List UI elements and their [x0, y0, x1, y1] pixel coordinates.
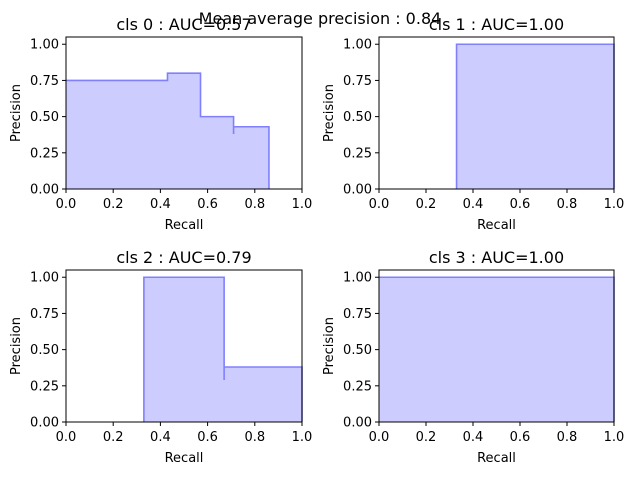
y-tick-label: 0.25	[30, 146, 59, 161]
y-tick-label: 0.75	[343, 307, 372, 322]
y-tick-label: 1.00	[30, 271, 59, 286]
x-tick-label: 1.0	[292, 430, 313, 445]
x-tick-label: 0.6	[197, 430, 218, 445]
chart-panel-3: 0.0 0.2 0.4 0.6 0.8 1.0 0.00 0.25 0.50 0.75 1.00 Re…	[322, 248, 624, 466]
y-axis-label: Precision	[322, 84, 337, 142]
y-axis-label: Precision	[322, 317, 337, 375]
x-tick-label: 0.8	[244, 197, 265, 212]
pr-area-fill	[456, 44, 614, 189]
y-tick-label: 0.75	[343, 74, 372, 89]
x-axis-label: Recall	[477, 218, 516, 233]
y-tick-label: 0.50	[343, 110, 372, 125]
x-tick-label: 0.2	[416, 430, 437, 445]
y-tick-label: 0.25	[343, 379, 372, 394]
y-tick-label: 0.50	[30, 343, 59, 358]
x-tick-label: 0.2	[103, 197, 124, 212]
pr-area-fill	[66, 73, 269, 189]
pr-area-fill	[379, 277, 614, 422]
axes-frame	[65, 36, 303, 190]
x-axis-label: Recall	[165, 218, 204, 233]
x-tick-label: 0.0	[56, 197, 77, 212]
x-tick-label: 0.4	[150, 197, 171, 212]
y-tick-label: 0.25	[343, 146, 372, 161]
x-tick-label: 1.0	[292, 197, 313, 212]
x-tick-label: 0.2	[416, 197, 437, 212]
y-tick-label: 0.00	[343, 183, 372, 198]
x-tick-label: 1.0	[604, 197, 625, 212]
x-tick-label: 0.2	[103, 430, 124, 445]
x-tick-label: 0.4	[463, 197, 484, 212]
y-tick-label: 0.00	[30, 183, 59, 198]
y-tick-label: 0.50	[30, 110, 59, 125]
x-tick-label: 0.8	[557, 197, 578, 212]
y-tick-label: 0.00	[343, 416, 372, 431]
y-tick-label: 0.75	[30, 74, 59, 89]
x-tick-label: 0.8	[244, 430, 265, 445]
x-axis-label: Recall	[477, 451, 516, 466]
chart-panel-1: 0.0 0.2 0.4 0.6 0.8 1.0 0.00 0.25 0.50 0.75 1.00 Re…	[322, 15, 624, 233]
x-tick-label: 0.0	[56, 430, 77, 445]
y-tick-label: 0.00	[30, 416, 59, 431]
x-tick-label: 0.4	[150, 430, 171, 445]
y-tick-label: 1.00	[343, 271, 372, 286]
x-tick-label: 0.0	[369, 197, 390, 212]
chart-panel-2: 0.0 0.2 0.4 0.6 0.8 1.0 0.00 0.25 0.50 0.75 1.00 Re…	[9, 248, 312, 466]
panel-title: cls 3 : AUC=1.00	[429, 248, 564, 267]
figure-suptitle: Mean average precision : 0.84	[199, 9, 442, 28]
panel-title: cls 1 : AUC=1.00	[429, 15, 564, 34]
axes-frame	[65, 269, 303, 423]
y-tick-label: 1.00	[343, 38, 372, 53]
x-tick-label: 1.0	[604, 430, 625, 445]
y-tick-label: 0.75	[30, 307, 59, 322]
y-tick-label: 1.00	[30, 38, 59, 53]
y-axis-label: Precision	[9, 317, 24, 375]
x-tick-label: 0.6	[510, 430, 531, 445]
x-tick-label: 0.8	[557, 430, 578, 445]
x-tick-label: 0.4	[463, 430, 484, 445]
x-tick-label: 0.0	[369, 430, 390, 445]
axes-frame	[378, 269, 615, 423]
panel-title: cls 2 : AUC=0.79	[116, 248, 251, 267]
y-axis-label: Precision	[9, 84, 24, 142]
x-axis-label: Recall	[165, 451, 204, 466]
panel-title: cls 0 : AUC=0.57	[116, 15, 251, 34]
axes-frame	[378, 36, 615, 190]
x-tick-label: 0.6	[510, 197, 531, 212]
y-tick-label: 0.25	[30, 379, 59, 394]
chart-panel-0: 0.0 0.2 0.4 0.6 0.8 1.0 0.00 0.25 0.50 0.75 1.00 Re…	[9, 15, 312, 233]
y-tick-label: 0.50	[343, 343, 372, 358]
pr-step-line	[66, 72, 270, 189]
pr-area-fill	[143, 277, 302, 422]
x-tick-label: 0.6	[197, 197, 218, 212]
